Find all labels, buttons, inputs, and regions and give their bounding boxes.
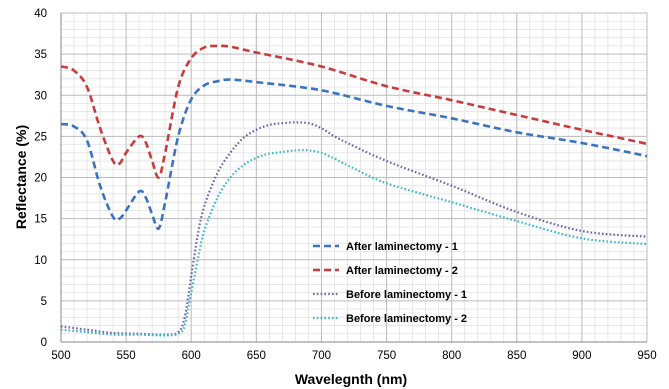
y-tick-label: 30 (34, 90, 47, 102)
y-tick-label: 0 (41, 337, 47, 349)
y-tick-label: 25 (34, 131, 47, 143)
y-tick-label: 40 (34, 8, 47, 20)
x-tick-label: 500 (51, 350, 70, 362)
legend: After laminectomy - 1 After laminectomy -… (313, 241, 467, 325)
x-tick-label: 700 (312, 350, 331, 362)
series-line-2 (60, 44, 648, 179)
series-line-1 (60, 78, 648, 231)
x-tick-label: 900 (572, 350, 591, 362)
tick-labels: 500 550 600 650 700 750 800 850 900 950 0 5 10 15 20 25… (34, 8, 656, 362)
series-line-4 (60, 149, 648, 337)
y-tick-label: 10 (34, 255, 47, 267)
series-lines (60, 44, 648, 337)
x-tick-label: 550 (117, 350, 136, 362)
x-tick-label: 600 (182, 350, 201, 362)
x-tick-label: 950 (637, 350, 656, 362)
x-tick-label: 850 (507, 350, 526, 362)
legend-label-4: Before laminectomy - 2 (346, 313, 467, 325)
x-tick-label: 650 (247, 350, 266, 362)
y-tick-label: 35 (34, 49, 47, 61)
y-axis-title: Reflectance (%) (13, 125, 29, 229)
legend-label-2: After laminectomy - 2 (346, 265, 458, 277)
legend-label-1: After laminectomy - 1 (346, 241, 458, 253)
y-tick-label: 15 (34, 214, 47, 226)
x-tick-label: 800 (442, 350, 461, 362)
x-tick-label: 750 (377, 350, 396, 362)
legend-label-3: Before laminectomy - 1 (346, 289, 467, 301)
x-axis-title: Wavelegnth (nm) (295, 371, 407, 387)
y-tick-label: 5 (41, 296, 47, 308)
y-tick-label: 20 (34, 173, 47, 185)
